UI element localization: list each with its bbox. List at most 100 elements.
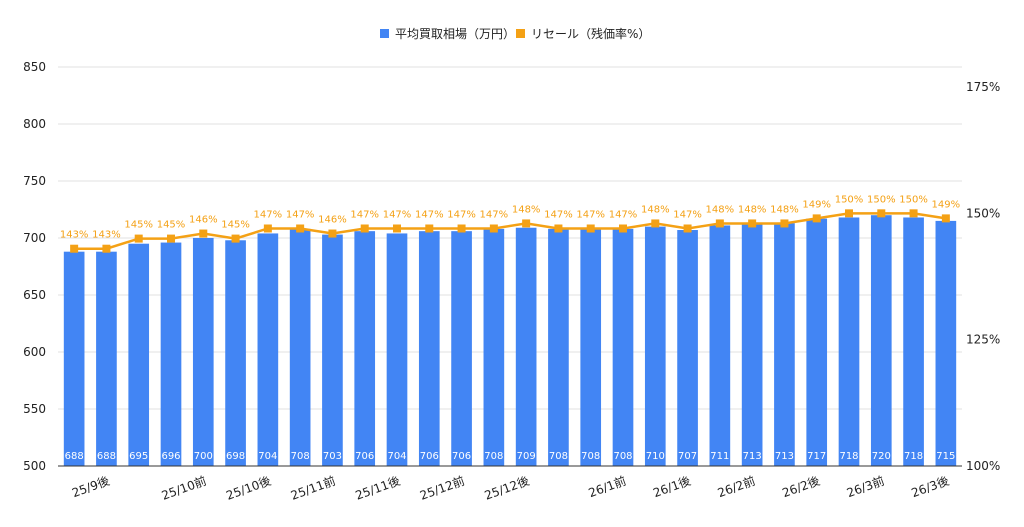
bar	[128, 243, 150, 466]
line-value-label: 143%	[92, 230, 121, 241]
y-left-tick-label: 600	[23, 345, 46, 359]
bar-value-label: 695	[129, 451, 148, 462]
bar-value-label: 718	[839, 451, 858, 462]
bar	[225, 240, 246, 466]
bar	[515, 227, 537, 466]
line-marker	[393, 224, 401, 233]
line-path	[74, 212, 947, 250]
line-marker	[941, 214, 950, 223]
line-series: 143% 143%145% 145% 146% 145%147% 147% 146% 147%…	[60, 194, 960, 253]
bar-series: 688 688 695 696 700 698 704 708 703 706 704 706 706 7…	[63, 215, 957, 466]
x-tick-label: 25/11前	[289, 473, 338, 503]
line-marker	[102, 244, 111, 253]
bar-value-label: 706	[452, 451, 471, 462]
line-value-label: 150%	[835, 194, 864, 205]
line-marker	[167, 234, 175, 243]
y-right-tick-label: 150%	[966, 206, 1000, 220]
bar	[903, 217, 924, 466]
line-marker	[877, 209, 886, 218]
bar-value-label: 700	[194, 451, 213, 462]
bar	[418, 231, 440, 466]
line-marker	[457, 224, 466, 233]
line-value-label: 148%	[770, 204, 799, 215]
y-left-tick-label: 500	[23, 459, 46, 473]
bar	[451, 231, 472, 466]
x-tick-label: 25/10後	[224, 474, 273, 503]
bar-value-label: 717	[807, 451, 826, 462]
bar-value-label: 698	[226, 451, 245, 462]
bar-value-label: 713	[775, 451, 794, 462]
bar-value-label: 713	[743, 451, 762, 462]
line-value-label: 145%	[124, 220, 153, 231]
bar	[709, 225, 731, 466]
bar-value-label: 708	[291, 451, 310, 462]
bar	[63, 251, 85, 466]
bar-value-label: 711	[710, 451, 729, 462]
line-value-label: 147%	[254, 209, 283, 220]
line-marker	[70, 244, 79, 253]
x-tick-label: 26/3後	[909, 474, 950, 500]
line-marker	[231, 234, 240, 243]
line-value-label: 148%	[512, 204, 541, 215]
bar	[322, 234, 343, 466]
x-tick-label: 25/9後	[70, 474, 111, 500]
bar	[257, 233, 279, 466]
line-value-label: 145%	[157, 220, 186, 231]
y-left-tick-label: 750	[23, 174, 46, 188]
line-marker	[812, 214, 821, 223]
legend-swatch-1	[516, 29, 525, 38]
line-value-label: 148%	[706, 204, 735, 215]
line-marker	[845, 209, 853, 218]
x-tick-label: 25/10前	[159, 473, 208, 503]
bar	[354, 231, 376, 466]
line-marker	[360, 224, 369, 233]
line-value-label: 147%	[480, 209, 509, 220]
bar-value-label: 708	[549, 451, 568, 462]
line-value-label: 146%	[189, 215, 218, 226]
bar	[96, 251, 117, 466]
bar	[935, 220, 957, 466]
line-marker	[199, 229, 208, 238]
bar-value-label: 707	[678, 451, 697, 462]
line-marker	[296, 224, 305, 233]
y-right-tick-label: 175%	[966, 80, 1000, 94]
x-tick-label: 26/2後	[780, 474, 821, 500]
line-value-label: 148%	[641, 204, 670, 215]
line-marker	[522, 219, 531, 228]
bar-value-label: 709	[517, 451, 536, 462]
y-left-tick-label: 700	[23, 231, 46, 245]
y-left-tick-label: 550	[23, 402, 46, 416]
line-marker	[586, 224, 595, 233]
line-marker	[683, 224, 692, 233]
bar-value-label: 688	[97, 451, 116, 462]
bar-value-label: 710	[646, 451, 665, 462]
bar	[741, 223, 763, 466]
x-tick-label: 25/12後	[483, 474, 532, 503]
bar-value-label: 688	[65, 451, 84, 462]
line-value-label: 147%	[673, 209, 702, 220]
bar	[806, 218, 828, 466]
line-value-label: 148%	[738, 204, 767, 215]
bar-value-label: 696	[161, 451, 180, 462]
x-tick-label: 26/1前	[586, 473, 628, 500]
y-left-tick-label: 650	[23, 288, 46, 302]
bar	[677, 230, 698, 466]
line-value-label: 147%	[544, 209, 573, 220]
bar-value-label: 708	[613, 451, 632, 462]
bar	[192, 238, 214, 466]
line-marker	[748, 219, 757, 228]
bar	[870, 215, 892, 466]
y-right-tick-label: 125%	[966, 333, 1000, 347]
bar-value-label: 708	[581, 451, 600, 462]
legend-label-0: 平均買取相場（万円）	[395, 27, 515, 41]
line-value-label: 147%	[286, 209, 315, 220]
line-value-label: 147%	[447, 209, 476, 220]
bar	[774, 223, 795, 466]
y-left-tick-label: 800	[23, 117, 46, 131]
x-tick-label: 26/2前	[715, 473, 757, 500]
legend-label-1: リセール（残価率%）	[531, 26, 650, 41]
bar-value-label: 704	[387, 451, 406, 462]
bar-value-label: 718	[904, 451, 923, 462]
bar-value-label: 715	[936, 451, 955, 462]
line-value-label: 147%	[415, 209, 444, 220]
